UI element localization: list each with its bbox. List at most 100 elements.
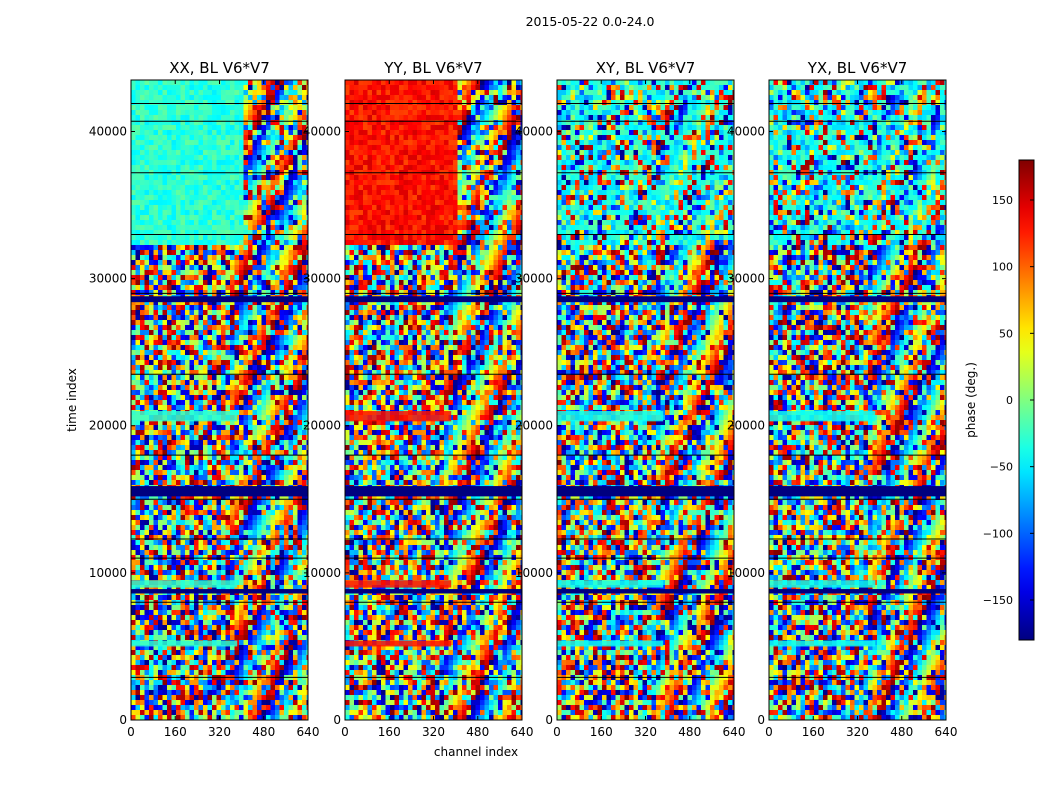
phase-cell — [135, 175, 141, 181]
phase-cell — [189, 425, 195, 431]
phase-cell — [135, 630, 141, 636]
phase-cell — [275, 700, 280, 706]
phase-cell — [234, 405, 240, 411]
phase-cell — [239, 250, 244, 256]
phase-cell — [221, 395, 226, 401]
phase-cell — [171, 535, 177, 541]
phase-cell — [189, 685, 195, 691]
phase-cell — [153, 235, 159, 241]
phase-cell — [140, 95, 145, 101]
phase-cell — [180, 495, 186, 501]
phase-cell — [252, 275, 258, 281]
phase-cell — [189, 375, 195, 381]
phase-cell — [270, 340, 276, 346]
phase-cell — [140, 435, 145, 441]
phase-cell — [306, 120, 308, 126]
phase-cell — [212, 395, 217, 401]
phase-cell — [153, 280, 159, 286]
phase-cell — [239, 580, 244, 586]
phase-cell — [171, 500, 177, 506]
phase-cell — [212, 305, 217, 311]
phase-cell — [225, 455, 231, 461]
phase-cell — [171, 390, 177, 396]
phase-cell — [185, 420, 190, 426]
phase-cell — [158, 195, 163, 201]
phase-cell — [284, 585, 289, 591]
phase-cell — [176, 660, 181, 666]
phase-cell — [266, 585, 271, 591]
phase-cell — [275, 470, 280, 476]
phase-cell — [293, 100, 298, 106]
phase-cell — [167, 270, 172, 276]
phase-cell — [302, 200, 307, 206]
phase-cell — [203, 550, 208, 556]
phase-cell — [207, 370, 213, 376]
phase-cell — [162, 540, 168, 546]
phase-cell — [275, 410, 280, 416]
phase-cell — [171, 305, 177, 311]
phase-cell — [140, 645, 145, 651]
phase-cell — [176, 150, 181, 156]
phase-cell — [207, 235, 213, 241]
phase-cell — [131, 335, 136, 341]
phase-cell — [207, 630, 213, 636]
phase-cell — [176, 85, 181, 91]
phase-cell — [198, 320, 204, 326]
phase-cell — [185, 325, 190, 331]
phase-cell — [216, 395, 222, 401]
phase-cell — [189, 665, 195, 671]
phase-cell — [185, 130, 190, 136]
phase-cell — [261, 290, 267, 296]
phase-cell — [252, 110, 258, 116]
phase-cell — [216, 270, 222, 276]
phase-cell — [140, 535, 145, 541]
phase-cell — [153, 535, 159, 541]
phase-cell — [252, 535, 258, 541]
phase-cell — [131, 245, 136, 251]
phase-cell — [243, 520, 249, 526]
phase-cell — [261, 465, 267, 471]
phase-cell — [225, 620, 231, 626]
phase-cell — [266, 380, 271, 386]
phase-cell — [266, 520, 271, 526]
phase-cell — [140, 565, 145, 571]
phase-cell — [149, 695, 154, 701]
phase-cell — [176, 310, 181, 316]
phase-cell — [212, 450, 217, 456]
phase-cell — [279, 225, 285, 231]
phase-cell — [140, 420, 145, 426]
phase-cell — [302, 595, 307, 601]
phase-cell — [234, 510, 240, 516]
phase-cell — [257, 320, 262, 326]
phase-cell — [207, 620, 213, 626]
phase-cell — [194, 605, 199, 611]
phase-cell — [144, 660, 150, 666]
phase-cell — [275, 635, 280, 641]
phase-cell — [257, 625, 262, 631]
phase-cell — [248, 215, 253, 221]
phase-cell — [135, 265, 141, 271]
phase-cell — [149, 350, 154, 356]
phase-cell — [257, 120, 262, 126]
phase-cell — [153, 625, 159, 631]
phase-cell — [198, 660, 204, 666]
phase-cell — [194, 340, 199, 346]
phase-cell — [207, 650, 213, 656]
phase-cell — [221, 405, 226, 411]
phase-cell — [230, 300, 235, 306]
phase-cell — [140, 605, 145, 611]
phase-cell — [248, 465, 253, 471]
phase-cell — [302, 670, 307, 676]
phase-cell — [167, 430, 172, 436]
phase-cell — [198, 550, 204, 556]
phase-cell — [261, 555, 267, 561]
phase-cell — [225, 240, 231, 246]
phase-cell — [203, 195, 208, 201]
phase-cell — [297, 190, 303, 196]
phase-cell — [257, 670, 262, 676]
phase-cell — [293, 470, 298, 476]
phase-cell — [297, 400, 303, 406]
phase-cell — [279, 500, 285, 506]
phase-cell — [297, 525, 303, 531]
phase-cell — [221, 355, 226, 361]
